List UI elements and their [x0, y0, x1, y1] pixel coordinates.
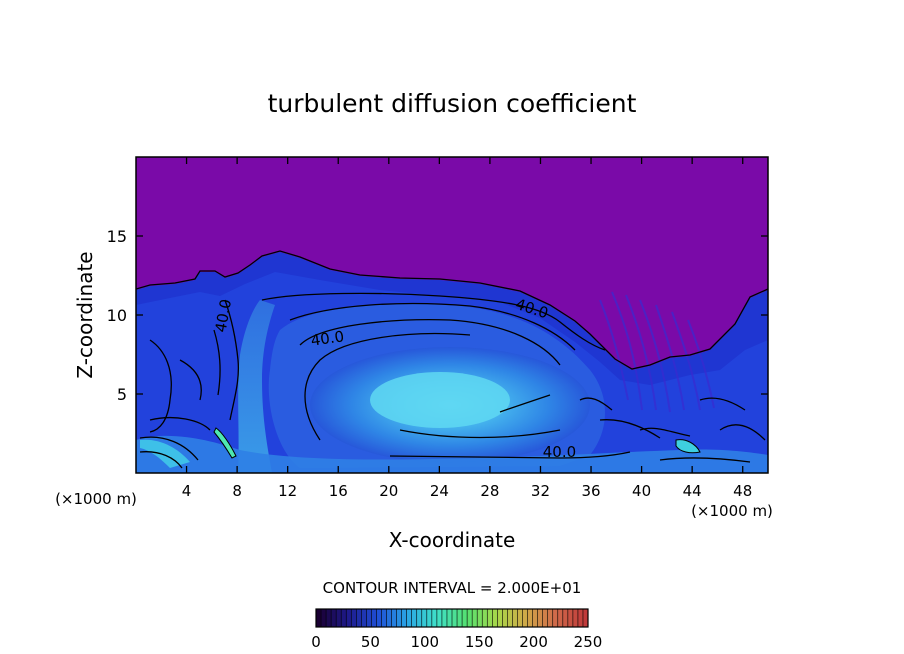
colorbar-cell	[477, 609, 483, 627]
gravity-waves	[599, 291, 715, 413]
plot-area: 40.040.040.040.0	[136, 157, 768, 473]
x-tick-label: 44	[683, 482, 702, 500]
colorbar-cell	[572, 609, 579, 627]
colorbar-cell	[326, 609, 332, 627]
colorbar-cell	[331, 609, 337, 627]
chart-title: turbulent diffusion coefficient	[268, 89, 637, 118]
y-axis-ticks: 5 10 15	[107, 227, 768, 404]
colorbar-cell	[431, 609, 438, 627]
colorbar-tick-label: 150	[465, 633, 494, 651]
x-axis-ticks: 4 8 12 16 20 24 28 32 36 40 44 48	[182, 157, 752, 500]
colorbar-cell	[436, 609, 443, 627]
left-surface-jet	[140, 439, 190, 468]
colorbar-cell	[396, 609, 403, 627]
colorbar-cell	[497, 609, 503, 627]
y-axis-label: Z-coordinate	[73, 251, 97, 378]
colorbar-cell	[577, 609, 584, 627]
x-tick-label: 4	[182, 482, 192, 500]
colorbar-cell	[351, 609, 357, 627]
contour-label: 40.0	[543, 443, 576, 461]
colorbar-cell	[376, 609, 382, 627]
x-unit-left: (×1000 m)	[55, 490, 137, 508]
colorbar-tick-label: 100	[410, 633, 439, 651]
colorbar-cell	[371, 609, 377, 627]
colorbar-cell	[532, 609, 539, 627]
colorbar-cell	[522, 609, 528, 627]
colorbar-tick-label: 200	[519, 633, 548, 651]
colorbar-cell	[421, 609, 428, 627]
colorbar-cell	[502, 609, 508, 627]
colorbar-cell	[472, 609, 478, 627]
colorbar-cell	[582, 609, 589, 627]
contour-label: 40.0	[212, 298, 236, 334]
colorbar-cell	[361, 609, 367, 627]
colorbar-cell	[416, 609, 423, 627]
colorbar-cell	[321, 609, 327, 627]
colorbar-cell	[346, 609, 352, 627]
colorbar-cell	[517, 609, 523, 627]
x-tick-label: 24	[430, 482, 449, 500]
x-tick-label: 12	[278, 482, 297, 500]
colorbar-cell	[401, 609, 408, 627]
colorbar-tick-label: 0	[311, 633, 321, 651]
x-unit-right: (×1000 m)	[691, 502, 773, 520]
colorbar-cell	[446, 609, 453, 627]
right-peak-blob	[675, 439, 701, 454]
contour-label: 40.0	[310, 327, 346, 349]
colorbar-cell	[537, 609, 544, 627]
colorbar-cell	[487, 609, 493, 627]
x-tick-label: 28	[480, 482, 499, 500]
colorbar-cell	[381, 609, 387, 627]
colorbar-cell	[542, 609, 549, 627]
colorbar-cell	[441, 609, 448, 627]
y-tick-label: 15	[107, 227, 127, 246]
x-axis-label: X-coordinate	[389, 528, 516, 552]
colorbar-frame	[315, 608, 589, 628]
colorbar-cell	[391, 609, 397, 627]
x-tick-label: 48	[733, 482, 752, 500]
colorbar-cell	[552, 609, 559, 627]
colorbar-cell	[356, 609, 362, 627]
colorbar-tick-label: 250	[574, 633, 603, 651]
colorbar-cell	[467, 609, 473, 627]
colorbar-cell	[341, 609, 347, 627]
x-tick-label: 36	[581, 482, 600, 500]
colorbar-cell	[507, 609, 513, 627]
colorbar-cell	[482, 609, 488, 627]
peak-streak	[213, 427, 237, 459]
colorbar-cell	[512, 609, 518, 627]
colorbar-cell	[457, 609, 463, 627]
colorbar-cell	[562, 609, 569, 627]
colorbar-cell	[567, 609, 574, 627]
x-tick-label: 32	[531, 482, 550, 500]
colorbar-cell	[426, 609, 433, 627]
surface-layer	[136, 435, 768, 473]
colorbar-cell	[527, 609, 533, 627]
colorbar-cell	[452, 609, 458, 627]
colorbar-tick-label: 50	[361, 633, 380, 651]
colorbar-cell	[557, 609, 564, 627]
eddy-peak	[370, 372, 510, 428]
x-tick-label: 16	[329, 482, 348, 500]
updraft-plume	[238, 300, 275, 473]
colorbar-cell	[492, 609, 498, 627]
colorbar-cell	[462, 609, 468, 627]
colorbar: 0 50 100 150 200 250	[311, 608, 603, 651]
contour-interval-text: CONTOUR INTERVAL = 2.000E+01	[323, 579, 582, 597]
colorbar-cell	[386, 609, 392, 627]
colorbar-cell	[547, 609, 554, 627]
colorbar-cell	[411, 609, 418, 627]
x-tick-label: 40	[632, 482, 651, 500]
y-tick-label: 10	[107, 306, 127, 325]
colorbar-cell	[366, 609, 372, 627]
contour-lines	[136, 250, 768, 469]
x-tick-label: 8	[232, 482, 242, 500]
colorbar-cell	[406, 609, 413, 627]
y-tick-label: 5	[117, 385, 127, 404]
x-tick-label: 20	[379, 482, 398, 500]
colorbar-cell	[336, 609, 342, 627]
colorbar-cell	[316, 609, 322, 627]
